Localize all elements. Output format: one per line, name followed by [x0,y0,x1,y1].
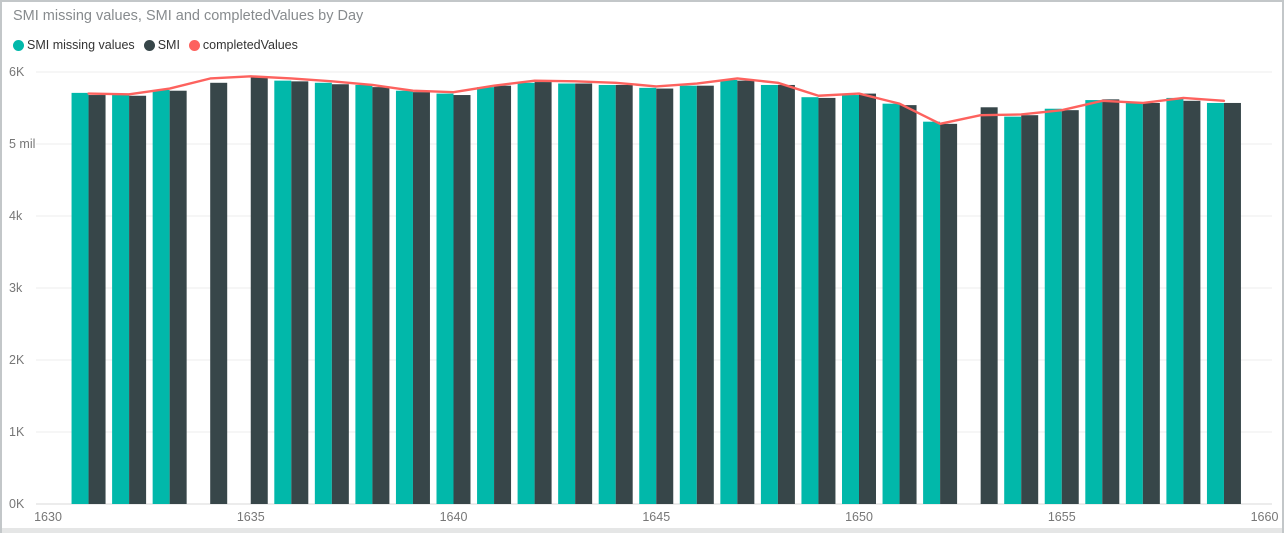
x-axis-tick-label: 1645 [642,510,670,524]
bar-smi-missing-values[interactable] [882,103,900,505]
bar-smi-missing-values[interactable] [679,85,697,505]
bar-smi-missing-values[interactable] [801,97,819,504]
legend-item-smi[interactable]: SMI [143,38,180,52]
y-axis-tick-label: 3k [9,281,23,295]
bar-smi-missing-values[interactable] [639,87,657,504]
y-axis-tick-label: 2K [9,353,25,367]
y-axis-tick-label: 4k [9,209,23,223]
y-axis-tick-label: 1K [9,425,25,439]
bar-smi[interactable] [372,87,390,505]
bar-smi[interactable] [899,105,917,505]
bar-smi-missing-values[interactable] [152,90,170,504]
bar-smi[interactable] [1061,110,1079,504]
bar-smi-missing-values[interactable] [314,82,332,505]
bar-smi[interactable] [1021,115,1039,504]
x-axis-tick-label: 1635 [237,510,265,524]
bar-smi-missing-values[interactable] [1004,116,1022,504]
bar-smi[interactable] [1183,100,1201,505]
chart-title: SMI missing values, SMI and completedVal… [13,8,364,24]
legend-item-label: SMI [157,38,180,52]
bar-smi[interactable] [250,76,268,504]
bar-smi-missing-values[interactable] [1044,108,1062,504]
bar-smi-missing-values[interactable] [760,84,778,505]
bar-smi[interactable] [1223,102,1241,505]
bar-smi[interactable] [291,81,309,505]
bar-smi[interactable] [1102,99,1120,505]
legend-marker-icon [188,39,200,51]
line-completedvalues[interactable] [87,75,1226,126]
bar-smi-missing-values[interactable] [274,80,292,504]
bar-smi-missing-values[interactable] [1085,100,1103,504]
bar-smi[interactable] [575,83,593,505]
bar-smi-missing-values[interactable] [1125,102,1143,505]
bar-smi[interactable] [980,107,998,504]
x-axis-tick-label: 1650 [845,510,873,524]
bar-smi[interactable] [656,88,674,504]
legend-marker-icon [13,39,24,51]
bar-smi-missing-values[interactable] [71,92,89,504]
bar-smi[interactable] [818,97,836,505]
legend-marker-icon [143,39,155,51]
legend-item-label: completedValues [202,38,298,52]
bar-smi[interactable] [169,90,187,504]
bar-smi-missing-values[interactable] [517,82,535,505]
bar-smi[interactable] [494,85,512,505]
bar-smi[interactable] [210,82,228,505]
bar-smi-missing-values[interactable] [355,84,373,505]
bar-smi-missing-values[interactable] [598,84,616,505]
bottom-strip [0,528,1284,533]
bar-smi-missing-values[interactable] [720,79,738,505]
legend-item-completedvalues[interactable]: completedValues [188,38,298,52]
bar-smi[interactable] [696,85,714,505]
bar-smi[interactable] [534,82,552,504]
bar-smi-missing-values[interactable] [477,87,495,505]
bar-smi[interactable] [129,95,147,504]
bar-smi[interactable] [412,92,430,504]
bar-smi-missing-values[interactable] [558,83,576,505]
bar-smi-missing-values[interactable] [395,90,413,504]
y-axis-tick-label: 0K [9,497,25,511]
bar-smi-missing-values[interactable] [112,94,130,504]
legend: SMI missing values SMI completedValues [13,38,307,52]
bar-smi[interactable] [1142,102,1160,505]
bar-smi-missing-values[interactable] [923,121,941,505]
x-axis-tick-label: 1660 [1251,510,1279,524]
bar-smi[interactable] [331,84,349,505]
bar-smi-missing-values[interactable] [1206,102,1224,505]
bar-smi-missing-values[interactable] [436,93,454,504]
bar-smi[interactable] [615,84,633,505]
y-axis-tick-label: 6K [9,65,25,79]
bar-smi[interactable] [737,80,755,504]
x-axis-tick-label: 1655 [1048,510,1076,524]
bar-smi[interactable] [777,84,795,505]
x-axis-tick-label: 1630 [34,510,62,524]
bar-smi-missing-values[interactable] [842,95,859,504]
bar-smi[interactable] [88,95,106,504]
bar-smi[interactable] [453,95,471,504]
legend-item-label: SMI missing values [27,38,135,52]
legend-item-smi-missing-values[interactable]: SMI missing values [13,38,135,52]
x-axis-tick-label: 1640 [440,510,468,524]
y-axis-tick-label: 5 mil [9,137,35,151]
bar-smi-missing-values[interactable] [1166,97,1184,505]
bar-smi[interactable] [940,123,958,504]
bar-smi[interactable] [859,93,876,504]
